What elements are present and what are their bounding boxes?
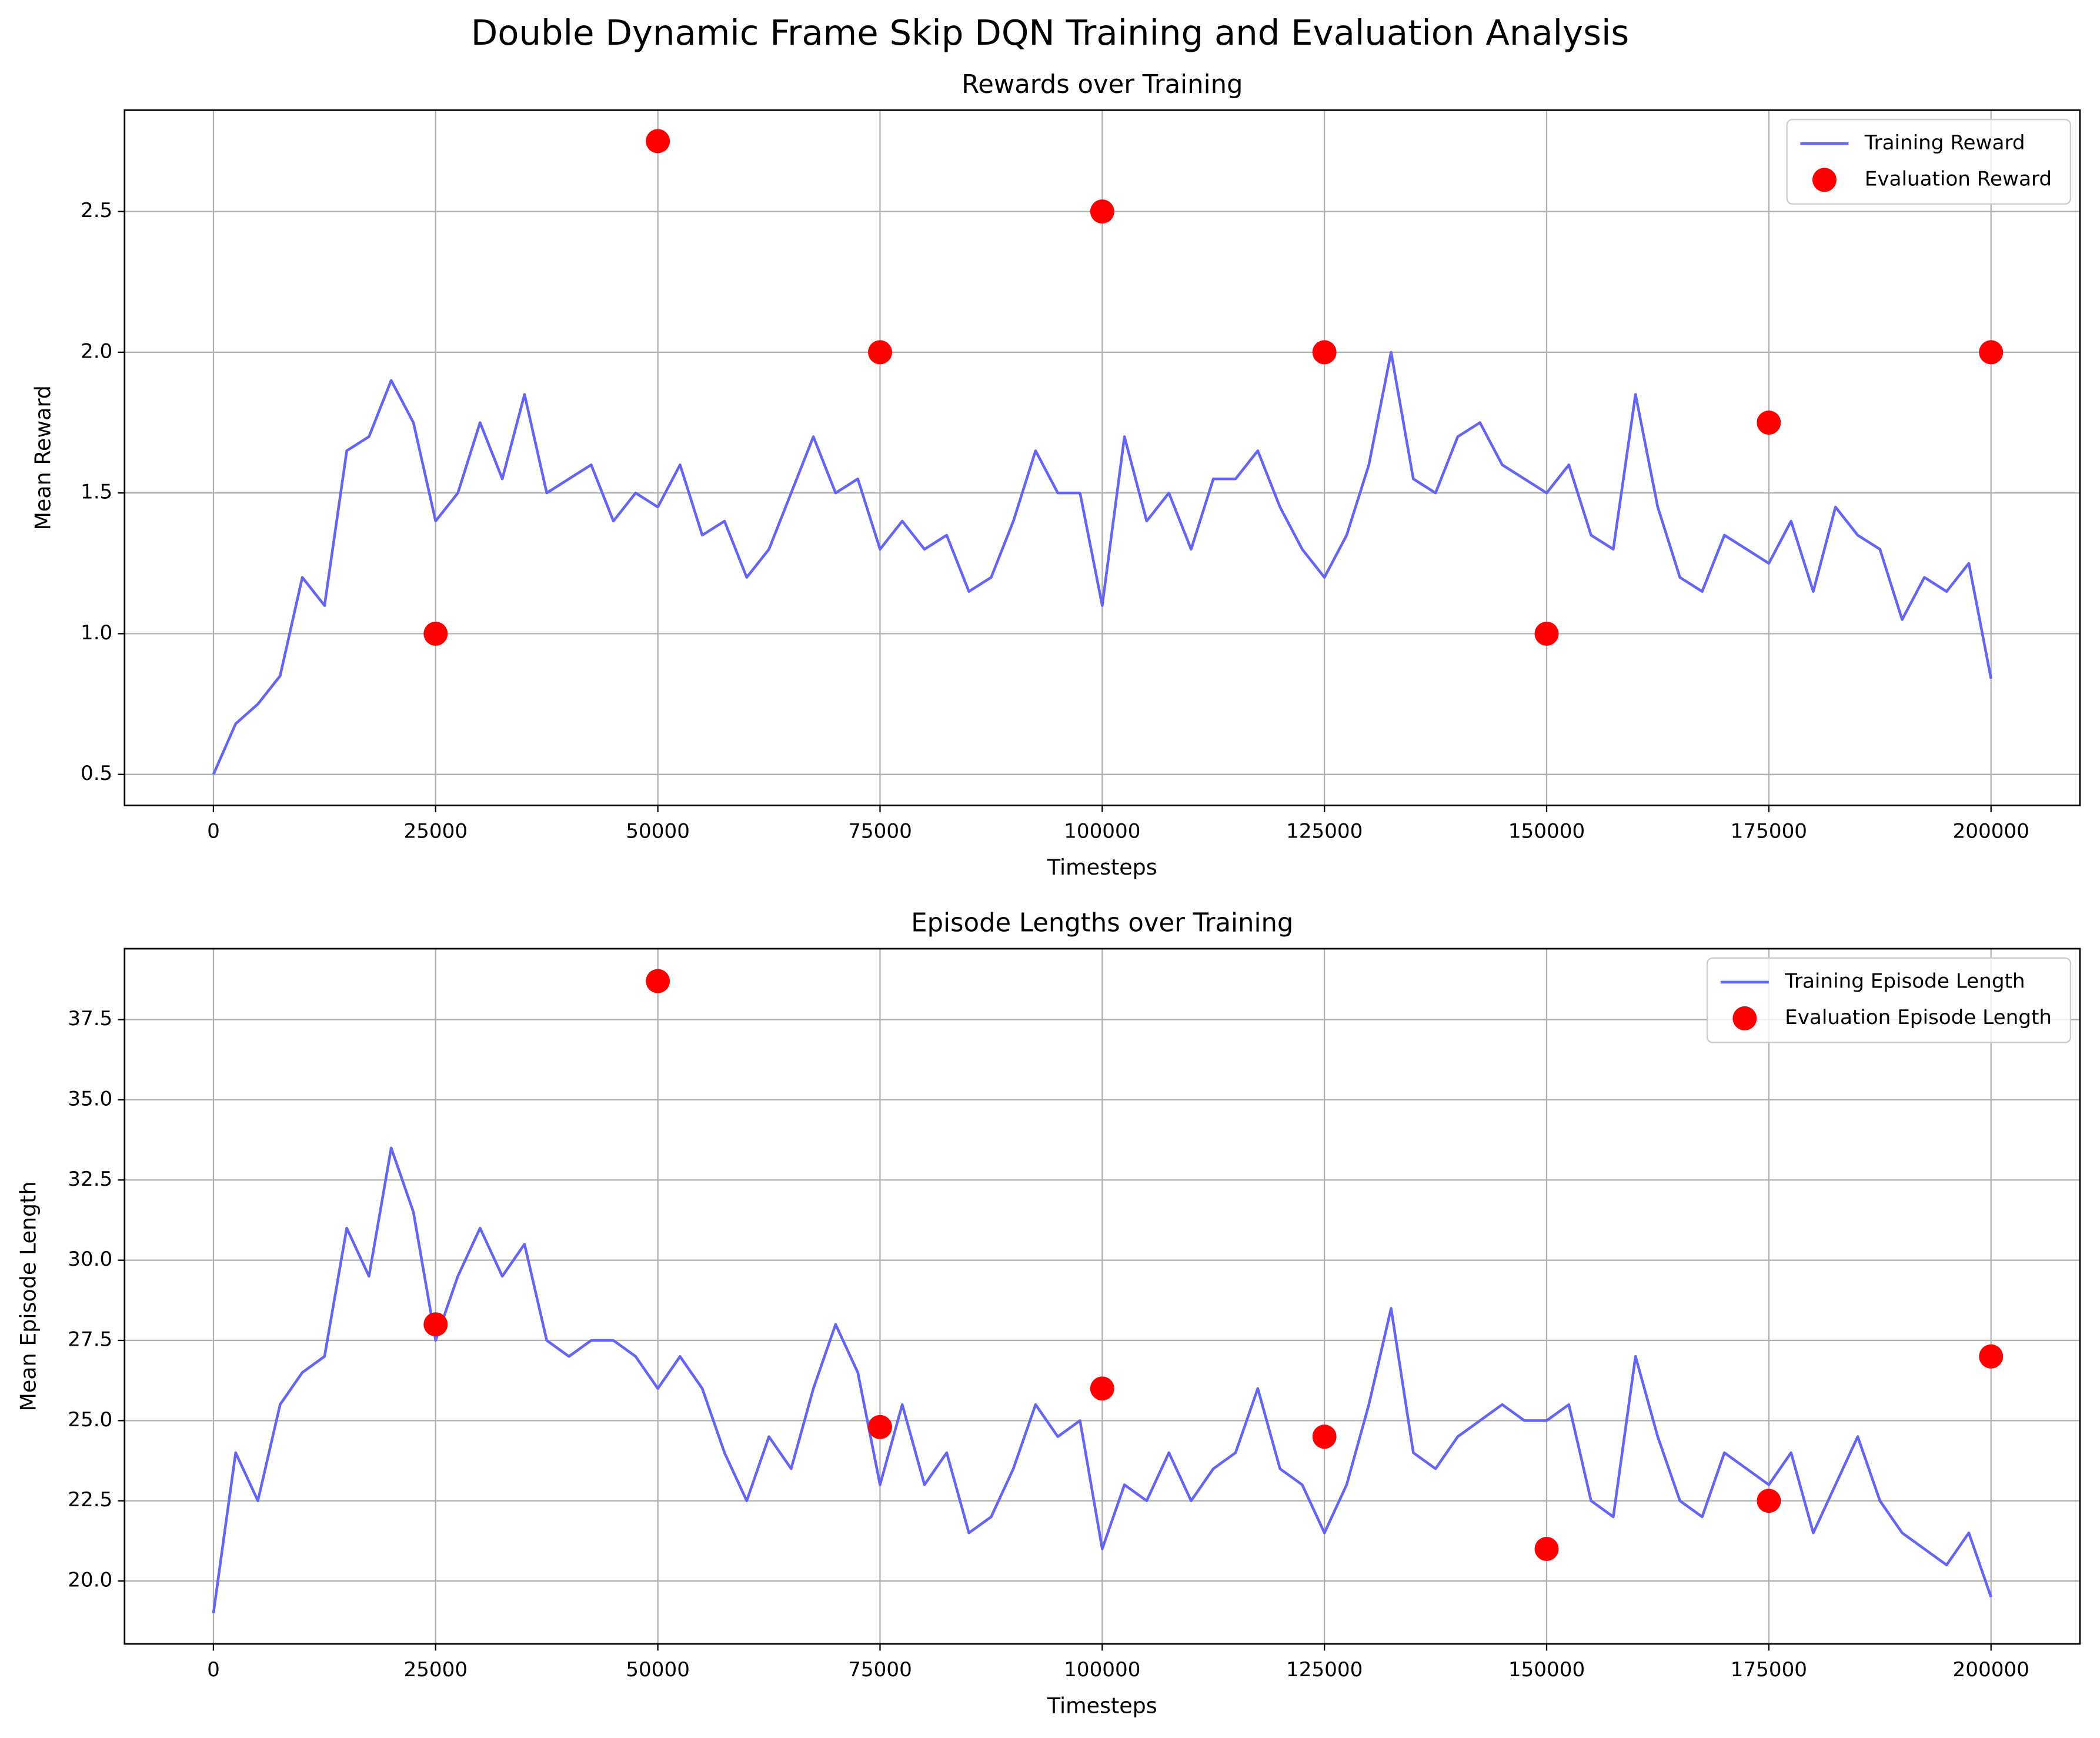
legend: Training Episode Length Evaluation Episod…: [1706, 957, 2072, 1043]
y-axis-label: Mean Reward: [31, 385, 56, 530]
chart-title: Episode Lengths over Training: [911, 909, 1293, 938]
axes-frame: [123, 948, 2081, 1645]
evaluation-point: [1312, 1425, 1337, 1449]
x-tick-label: 25000: [403, 819, 468, 843]
legend-box: [1706, 957, 2072, 1043]
x-axis-label: Timesteps: [1047, 855, 1157, 880]
legend-box: [1786, 119, 2072, 205]
x-tick-label: 100000: [1064, 1658, 1140, 1682]
x-tick-label: 200000: [1953, 1658, 2029, 1682]
x-tick-label: 0: [207, 819, 220, 843]
x-tick-label: 125000: [1286, 819, 1363, 843]
y-tick-label: 30.0: [68, 1247, 112, 1271]
evaluation-point: [1979, 340, 2004, 365]
y-tick-label: 37.5: [68, 1007, 112, 1030]
legend-label: Evaluation Episode Length: [1785, 1006, 2052, 1029]
x-tick-label: 175000: [1731, 819, 1807, 843]
y-tick-label: 0.5: [81, 762, 112, 785]
legend-label: Training Episode Length: [1784, 969, 2025, 993]
x-tick-label: 200000: [1953, 819, 2029, 843]
legend-swatch: [1732, 1006, 1757, 1030]
plot-area: 0 25000 50000 75000 100000 125000 150000 175000…: [16, 909, 2081, 1719]
evaluation-point: [1757, 1489, 1781, 1513]
y-tick-label: 27.5: [68, 1327, 112, 1351]
x-tick-label: 25000: [403, 1658, 468, 1682]
figure-title: Double Dynamic Frame Skip DQN Training a…: [471, 12, 1630, 53]
x-axis-label: Timesteps: [1047, 1693, 1157, 1719]
x-tick-label: 0: [207, 1658, 220, 1682]
x-tick-label: 75000: [848, 1658, 912, 1682]
evaluation-point: [867, 340, 892, 365]
evaluation-point: [646, 969, 670, 993]
y-tick-label: 1.5: [81, 481, 112, 504]
x-tick-label: 150000: [1508, 1658, 1585, 1682]
legend: Training Reward Evaluation Reward: [1786, 119, 2072, 205]
evaluation-point: [1090, 1376, 1114, 1401]
evaluation-point: [1979, 1344, 2004, 1369]
evaluation-point: [1534, 621, 1559, 646]
x-tick-label: 50000: [626, 1658, 690, 1682]
x-tick-label: 75000: [848, 819, 912, 843]
evaluation-point: [1534, 1537, 1559, 1562]
chart-title: Rewards over Training: [961, 70, 1243, 99]
x-tick-label: 50000: [626, 819, 690, 843]
evaluation-point: [423, 1312, 448, 1337]
evaluation-point: [423, 621, 448, 646]
y-tick-label: 1.0: [81, 621, 112, 645]
y-tick-label: 25.0: [68, 1408, 112, 1432]
plot-area: 0 25000 50000 75000 100000 125000 150000 175000…: [31, 70, 2081, 880]
evaluation-point: [867, 1415, 892, 1439]
x-tick-label: 175000: [1731, 1658, 1807, 1682]
y-tick-label: 20.0: [68, 1569, 112, 1592]
evaluation-point: [646, 129, 670, 154]
legend-label: Evaluation Reward: [1865, 167, 2052, 191]
training-line: [212, 1146, 1992, 1613]
legend-label: Training Reward: [1864, 131, 2025, 155]
y-axis-label: Mean Episode Length: [16, 1181, 41, 1411]
legend-swatch: [1812, 168, 1837, 192]
y-tick-label: 35.0: [68, 1087, 112, 1110]
training-line: [212, 351, 1992, 775]
y-tick-label: 32.5: [68, 1167, 112, 1191]
y-tick-label: 2.0: [81, 339, 112, 363]
x-tick-label: 125000: [1286, 1658, 1363, 1682]
evaluation-point: [1757, 411, 1781, 435]
x-tick-label: 150000: [1508, 819, 1585, 843]
evaluation-point: [1090, 199, 1114, 224]
axes-frame: [123, 109, 2081, 806]
y-tick-label: 22.5: [68, 1488, 112, 1512]
y-tick-label: 2.5: [81, 199, 112, 222]
x-tick-label: 100000: [1064, 819, 1140, 843]
evaluation-point: [1312, 340, 1337, 365]
